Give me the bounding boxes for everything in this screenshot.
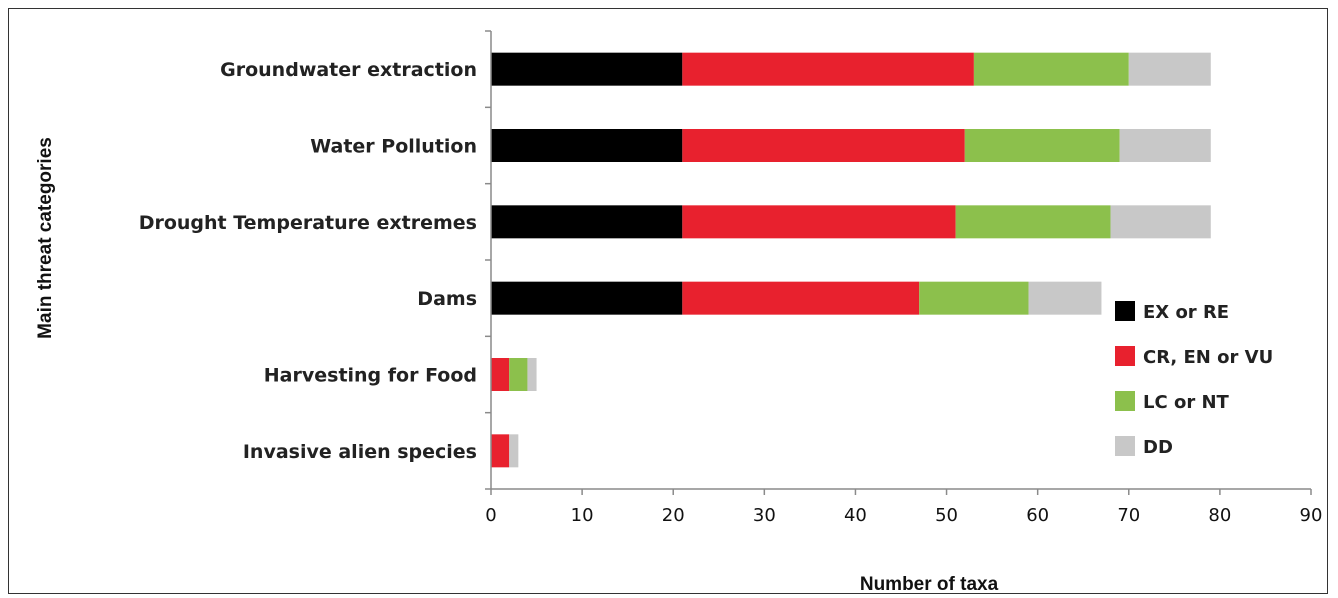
legend-label-ex-or-re: EX or RE bbox=[1143, 302, 1229, 323]
bar-water-pollution-dd bbox=[1119, 129, 1211, 162]
x-tick-label-20: 20 bbox=[662, 505, 685, 526]
legend-label-dd: DD bbox=[1143, 437, 1173, 458]
x-axis-title: Number of taxa bbox=[860, 574, 999, 595]
x-tick-label-60: 60 bbox=[1026, 505, 1049, 526]
bar-water-pollution-ex-or-re bbox=[491, 129, 683, 162]
bar-dams-lc-or-nt bbox=[919, 281, 1029, 315]
bar-drought-temperature-extremes-lc-or-nt bbox=[955, 205, 1111, 239]
bar-invasive-alien-species-cr-en-or-vu bbox=[491, 434, 510, 468]
x-tick-label-10: 10 bbox=[571, 505, 594, 526]
bar-invasive-alien-species-dd bbox=[509, 434, 519, 468]
bar-water-pollution-lc-or-nt bbox=[964, 129, 1120, 162]
bar-drought-temperature-extremes-dd bbox=[1110, 205, 1211, 239]
x-tick-label-70: 70 bbox=[1117, 505, 1140, 526]
x-tick-label-0: 0 bbox=[485, 505, 496, 526]
bar-groundwater-extraction-lc-or-nt bbox=[973, 52, 1129, 86]
bar-drought-temperature-extremes-cr-en-or-vu bbox=[682, 205, 956, 239]
x-tick-label-80: 80 bbox=[1208, 505, 1231, 526]
category-label-drought-temperature-extremes: Drought Temperature extremes bbox=[139, 212, 477, 234]
legend-swatch-dd bbox=[1115, 436, 1135, 456]
bars-group bbox=[491, 52, 1211, 468]
bar-harvesting-for-food-cr-en-or-vu bbox=[491, 358, 510, 391]
category-label-groundwater-extraction: Groundwater extraction bbox=[220, 59, 477, 81]
category-label-harvesting-for-food: Harvesting for Food bbox=[264, 365, 477, 387]
legend: EX or RE CR, EN or VU LC or NT DD bbox=[1115, 301, 1273, 458]
x-tick-label-30: 30 bbox=[753, 505, 776, 526]
bar-dams-ex-or-re bbox=[491, 281, 683, 315]
bar-water-pollution-cr-en-or-vu bbox=[682, 129, 965, 162]
category-label-invasive-alien-species: Invasive alien species bbox=[243, 441, 477, 463]
category-label-dams: Dams bbox=[417, 288, 477, 310]
x-tick-label-90: 90 bbox=[1300, 505, 1323, 526]
bar-harvesting-for-food-lc-or-nt bbox=[509, 358, 528, 391]
bar-dams-dd bbox=[1028, 281, 1102, 315]
legend-label-lc-or-nt: LC or NT bbox=[1143, 392, 1230, 413]
bar-groundwater-extraction-dd bbox=[1128, 52, 1211, 86]
bar-drought-temperature-extremes-ex-or-re bbox=[491, 205, 683, 239]
axes-group: Groundwater extraction Water Pollution Dro… bbox=[139, 30, 1323, 526]
legend-swatch-cr-en-or-vu bbox=[1115, 346, 1135, 366]
bar-groundwater-extraction-cr-en-or-vu bbox=[682, 52, 974, 86]
x-tick-label-50: 50 bbox=[935, 505, 958, 526]
legend-label-cr-en-or-vu: CR, EN or VU bbox=[1143, 347, 1273, 368]
bar-dams-cr-en-or-vu bbox=[682, 281, 920, 315]
bar-harvesting-for-food-dd bbox=[527, 358, 537, 391]
legend-swatch-ex-or-re bbox=[1115, 301, 1135, 321]
category-label-water-pollution: Water Pollution bbox=[310, 136, 477, 158]
x-tick-label-40: 40 bbox=[844, 505, 867, 526]
bar-groundwater-extraction-ex-or-re bbox=[491, 52, 683, 86]
y-axis-title: Main threat categories bbox=[35, 137, 56, 339]
legend-swatch-lc-or-nt bbox=[1115, 391, 1135, 411]
